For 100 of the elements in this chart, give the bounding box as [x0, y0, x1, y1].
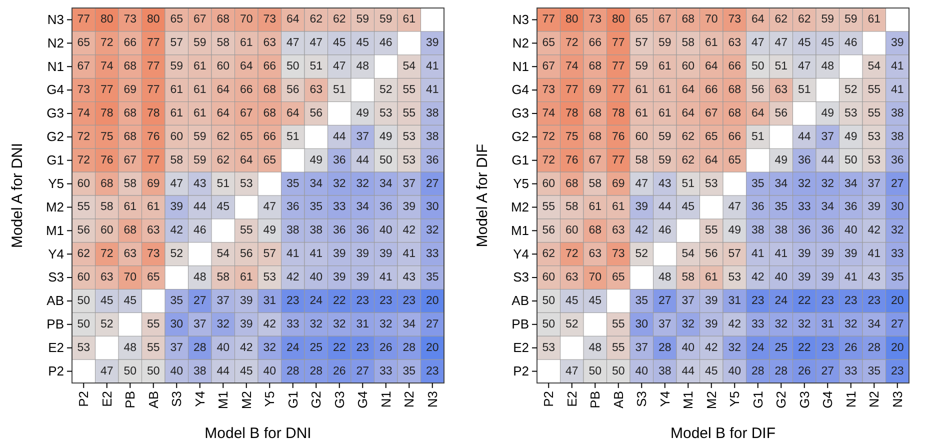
data-label: 31: [728, 294, 742, 307]
y-tick-label: P2: [513, 363, 529, 378]
data-label: 60: [635, 130, 648, 143]
data-label: 28: [286, 365, 300, 378]
data-label: 37: [216, 294, 230, 307]
data-label: 76: [146, 130, 160, 143]
data-label: 54: [682, 248, 696, 260]
data-label: 52: [100, 318, 114, 330]
data-label: 61: [868, 14, 881, 26]
data-label: 24: [286, 342, 300, 354]
data-label: 45: [216, 201, 230, 214]
data-label: 53: [868, 130, 881, 143]
data-label: 58: [100, 201, 114, 214]
data-label: 39: [868, 201, 881, 214]
data-label: 69: [146, 178, 160, 190]
data-label: 63: [774, 84, 788, 96]
data-label: 64: [240, 60, 254, 73]
data-label: 53: [402, 130, 416, 143]
data-label: 33: [890, 248, 904, 260]
data-label: 77: [542, 14, 556, 26]
data-label: 42: [728, 318, 742, 330]
data-label: 42: [635, 224, 648, 237]
data-label: 38: [890, 130, 904, 143]
y-tick-label: Y5: [48, 176, 64, 191]
y-tick-label: M2: [46, 199, 64, 214]
data-label: 51: [682, 178, 695, 190]
data-label: 44: [798, 130, 812, 143]
data-label: 44: [332, 130, 346, 143]
data-label: 50: [751, 60, 764, 73]
data-label: 28: [193, 342, 206, 354]
data-label: 34: [356, 201, 370, 214]
data-label: 32: [728, 342, 742, 354]
data-label: 34: [310, 178, 324, 190]
data-label: 45: [332, 37, 346, 50]
data-label: 22: [332, 294, 346, 307]
x-tick-label: G3: [796, 391, 812, 408]
data-label: 80: [565, 14, 578, 26]
data-label: 49: [774, 154, 788, 166]
data-label: 55: [704, 224, 718, 237]
data-label: 44: [216, 365, 230, 378]
x-tick-label: M1: [680, 391, 696, 410]
data-label: 66: [263, 60, 276, 73]
data-label: 44: [682, 365, 696, 378]
data-label: 23: [751, 294, 764, 307]
data-label: 74: [565, 60, 579, 73]
data-label: 23: [844, 294, 858, 307]
data-label: 33: [751, 318, 764, 330]
data-label: 55: [402, 84, 416, 96]
data-label: 40: [263, 365, 276, 378]
data-label: 68: [588, 130, 602, 143]
data-label: 59: [193, 130, 206, 143]
data-label: 40: [216, 342, 230, 354]
data-label: 41: [310, 248, 323, 260]
data-label: 40: [774, 272, 788, 284]
data-label: 60: [565, 224, 578, 237]
data-label: 72: [565, 248, 578, 260]
data-label: 22: [332, 342, 346, 354]
data-label: 65: [612, 272, 625, 284]
data-label: 27: [356, 365, 370, 378]
data-label: 66: [588, 37, 602, 50]
data-label: 35: [402, 365, 416, 378]
data-label: 58: [635, 154, 648, 166]
data-label: 77: [612, 84, 625, 96]
data-label: 59: [658, 37, 672, 50]
data-label: 49: [821, 107, 834, 120]
data-label: 53: [704, 178, 718, 190]
y-tick-label: S3: [513, 270, 529, 285]
data-label: 60: [100, 224, 114, 237]
data-label: 49: [844, 130, 858, 143]
data-label: 64: [286, 14, 300, 26]
data-label: 41: [379, 272, 392, 284]
data-label: 47: [798, 60, 811, 73]
data-label: 41: [426, 84, 439, 96]
y-tick-label: M1: [46, 222, 64, 238]
data-label: 77: [565, 84, 578, 96]
data-label: 77: [100, 84, 114, 96]
data-label: 58: [565, 201, 578, 214]
data-label: 39: [704, 318, 718, 330]
data-label: 67: [240, 107, 253, 120]
data-label: 61: [635, 107, 648, 120]
data-label: 23: [356, 294, 370, 307]
y-tick-label: N3: [512, 12, 529, 27]
data-label: 62: [542, 248, 556, 260]
data-label: 65: [146, 272, 160, 284]
data-label: 69: [612, 178, 625, 190]
data-label: 20: [890, 342, 904, 354]
y-tick-label: M1: [510, 222, 529, 238]
y-axis-title: Model A for DNI: [9, 142, 26, 248]
data-label: 80: [146, 14, 160, 26]
data-label: 23: [426, 365, 439, 378]
data-label: 63: [146, 224, 160, 237]
data-label: 68: [565, 178, 578, 190]
data-label: 62: [682, 130, 695, 143]
data-label: 32: [798, 318, 811, 330]
data-label: 60: [77, 178, 90, 190]
data-label: 68: [100, 178, 114, 190]
data-label: 72: [542, 154, 556, 166]
data-label: 65: [77, 37, 90, 50]
data-label: 60: [682, 60, 695, 73]
data-label: 25: [310, 342, 323, 354]
